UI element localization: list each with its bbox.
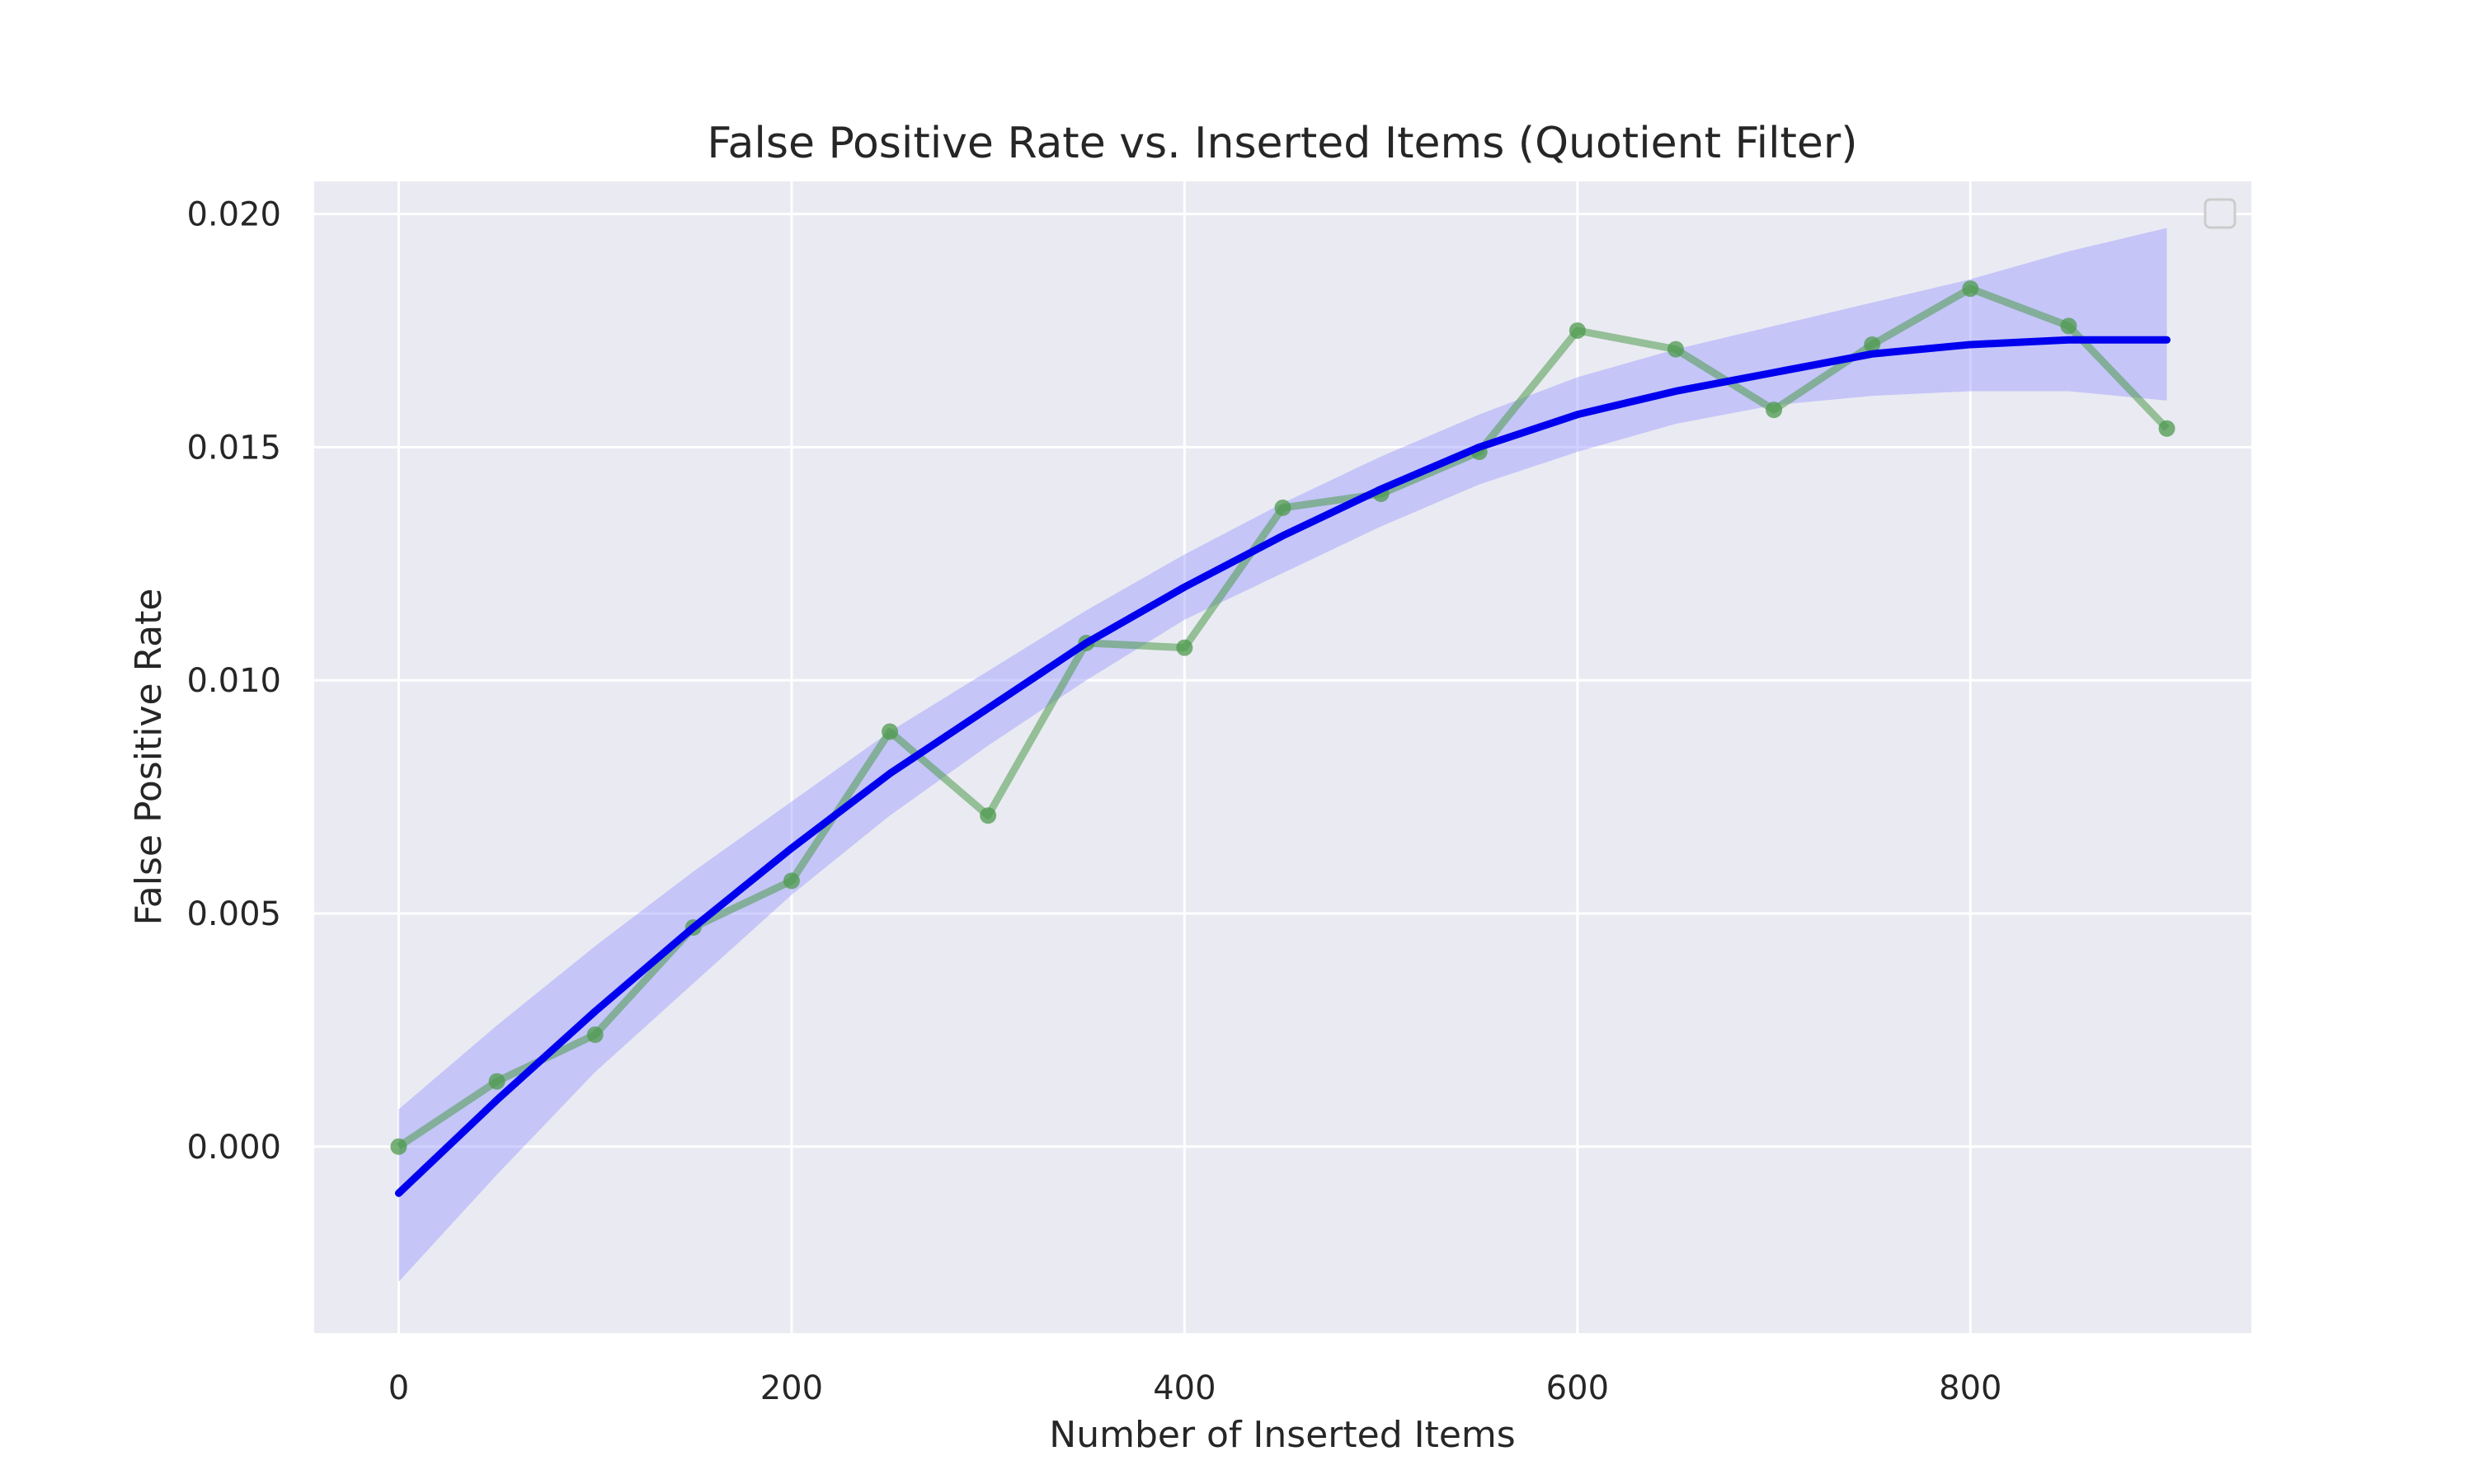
tick-labels: 0 200 400 600 800 0.000 0.005 0.010 0.015 0.020	[186, 196, 2001, 1407]
y-tick-label: 0.000	[186, 1129, 281, 1167]
regression-fit-line	[394, 336, 2171, 1197]
data-point	[1176, 639, 1193, 656]
empty-legend-box	[2204, 198, 2236, 229]
data-point	[2158, 420, 2175, 437]
y-tick-label: 0.015	[186, 429, 281, 467]
y-tick-label: 0.005	[186, 895, 281, 933]
data-point	[1864, 336, 1881, 353]
x-tick-label: 0	[388, 1369, 409, 1407]
regression-fit-layer	[394, 336, 2171, 1197]
data-point	[980, 807, 997, 824]
data-point	[882, 723, 899, 740]
x-axis-label: Number of Inserted Items	[1049, 1414, 1515, 1456]
data-point	[1569, 322, 1586, 339]
data-point	[586, 1026, 604, 1044]
confidence-band-layer	[398, 228, 2167, 1282]
data-point	[390, 1138, 407, 1155]
y-tick-label: 0.010	[186, 662, 281, 700]
plot-area-background	[314, 181, 2251, 1333]
x-tick-label: 200	[760, 1369, 823, 1407]
data-point	[2060, 317, 2077, 335]
data-point	[1962, 280, 1979, 298]
y-tick-label: 0.020	[186, 196, 281, 234]
data-point	[1667, 340, 1684, 358]
data-point	[783, 872, 800, 890]
data-point	[1766, 402, 1783, 419]
x-tick-label: 800	[1939, 1369, 2001, 1407]
y-axis-label: False Positive Rate	[128, 589, 170, 926]
x-tick-label: 400	[1153, 1369, 1216, 1407]
x-tick-label: 600	[1546, 1369, 1609, 1407]
grid-lines	[314, 181, 2251, 1333]
data-point	[488, 1073, 506, 1090]
data-point	[1274, 499, 1291, 516]
confidence-band	[398, 228, 2167, 1282]
chart-title: False Positive Rate vs. Inserted Items (…	[707, 119, 1857, 168]
